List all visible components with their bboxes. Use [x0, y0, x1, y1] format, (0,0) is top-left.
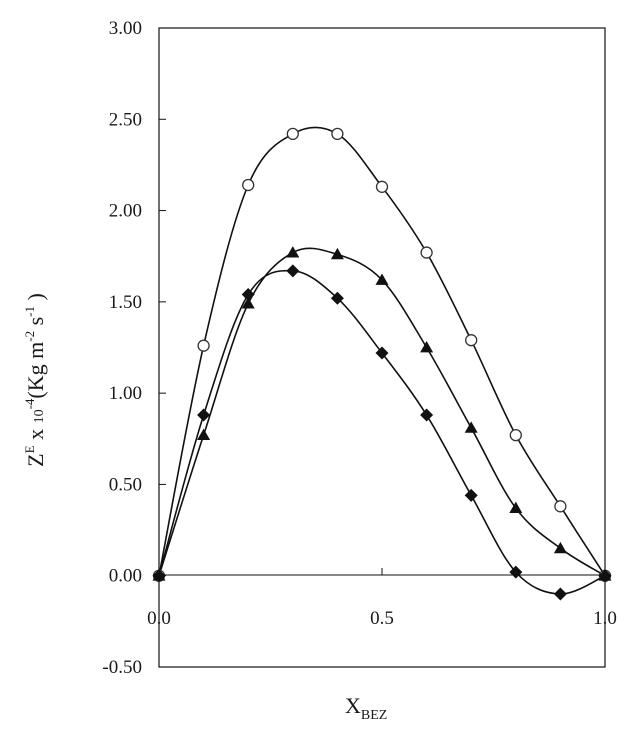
x-axis-ticks: 0.0 0.5 1.0: [147, 568, 617, 629]
y-label-x: x: [23, 423, 48, 445]
triangle-marker: [375, 273, 389, 285]
triangle-marker: [197, 428, 211, 441]
y-tick-label: 2.00: [109, 201, 142, 222]
circle-marker: [286, 127, 299, 141]
y-label-unit-close: ): [23, 293, 48, 306]
plot-frame: [158, 27, 606, 668]
y-label-z-sup: E: [22, 445, 37, 453]
y-label-z: Z: [23, 453, 48, 466]
y-axis-label: ZE x 10-4(Kg m-2 s-1 ): [22, 293, 48, 467]
y-tick-label: 2.50: [109, 109, 142, 130]
triangle-marker: [286, 246, 300, 258]
y-label-unit-open: (Kg m: [23, 342, 48, 399]
x-axis-label-main: X: [345, 693, 361, 718]
y-label-ten-sup: -4: [22, 398, 37, 409]
diamond-marker: [553, 587, 567, 601]
triangle-marker: [330, 247, 344, 260]
y-label-ten: 10: [32, 409, 47, 423]
triangle-marker: [241, 297, 255, 309]
series-layer: [152, 126, 612, 601]
triangle-marker: [420, 341, 434, 353]
series-line-triangle: [158, 247, 606, 577]
diamond-marker: [598, 569, 612, 583]
diamond-marker: [464, 488, 478, 502]
circle-marker: [509, 428, 522, 442]
y-axis-ticks: 3.00 2.50 2.00 1.50 1.00 0.50 0.00 -0.50: [102, 18, 166, 678]
diamond-marker: [375, 346, 389, 360]
diamond-marker: [420, 408, 434, 422]
y-tick-label: 0.00: [109, 566, 142, 587]
diamond-marker: [197, 408, 211, 422]
series-line-circle: [158, 126, 606, 577]
x-tick-label: 0.5: [370, 608, 394, 629]
y-tick-label: 3.00: [109, 18, 142, 39]
y-axis-label-group: ZE x 10-4(Kg m-2 s-1 ): [22, 293, 48, 467]
y-tick-label: 0.50: [109, 474, 142, 495]
triangle-marker: [509, 501, 523, 514]
circle-marker: [465, 334, 478, 347]
x-tick-label: 1.0: [593, 608, 617, 629]
circle-marker: [554, 500, 567, 513]
y-tick-label: -0.50: [102, 657, 142, 678]
circle-marker: [331, 127, 344, 141]
diamond-marker: [509, 565, 523, 579]
y-label-s-sup: -1: [22, 306, 37, 317]
series-line-diamond: [158, 269, 606, 595]
x-axis-label-sub: BEZ: [361, 708, 387, 723]
diamond-marker: [330, 291, 344, 305]
y-tick-label: 1.50: [109, 292, 142, 313]
diamond-marker: [241, 288, 255, 302]
triangle-marker: [464, 421, 478, 433]
diamond-marker: [286, 264, 300, 278]
y-tick-label: 1.00: [109, 383, 142, 404]
y-label-m-sup: -2: [22, 331, 37, 342]
circle-marker: [420, 246, 433, 259]
triangle-marker: [553, 541, 567, 554]
x-axis-label: XBEZ: [345, 693, 387, 723]
diamond-marker: [152, 569, 166, 583]
circle-marker: [375, 180, 389, 193]
circle-marker: [197, 339, 210, 352]
y-label-s: s: [23, 317, 48, 331]
circle-marker: [242, 178, 255, 192]
x-tick-label: 0.0: [147, 608, 171, 629]
